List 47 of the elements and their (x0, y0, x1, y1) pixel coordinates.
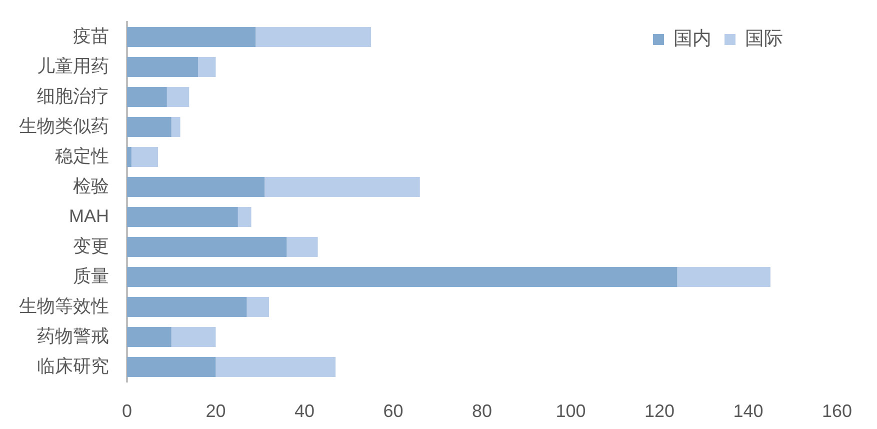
x-tick-label: 20 (206, 400, 226, 421)
y-tick-label: 疫苗 (73, 26, 109, 46)
bar (127, 326, 172, 348)
legend-label: 国内 (674, 28, 712, 50)
y-tick-label: 药物警戒 (37, 326, 109, 346)
bar (127, 26, 256, 48)
y-tick-label: 质量 (73, 266, 109, 286)
x-tick-label: 140 (733, 400, 764, 421)
y-tick-label: 临床研究 (37, 356, 109, 376)
y-tick-label: 细胞治疗 (37, 86, 109, 106)
y-tick-label: 生物等效性 (19, 296, 109, 316)
x-tick-label: 100 (556, 400, 586, 421)
bar (127, 86, 167, 108)
bar (171, 116, 180, 138)
y-tick-label: MAH (69, 206, 109, 226)
x-tick-label: 40 (294, 400, 315, 421)
bar (131, 146, 158, 168)
bar (166, 86, 190, 108)
bar (127, 206, 238, 228)
bar (677, 266, 770, 288)
x-tick-label: 120 (644, 400, 675, 421)
bar (127, 266, 678, 288)
x-tick-label: 0 (122, 400, 132, 421)
y-tick-label: 稳定性 (55, 146, 109, 166)
bar (127, 116, 172, 138)
bar (127, 56, 198, 78)
bar (127, 146, 132, 168)
bar (127, 296, 247, 318)
y-tick-label: 儿童用药 (37, 56, 109, 76)
bar (171, 326, 216, 348)
bar (264, 176, 420, 198)
bar (256, 26, 372, 48)
bar (198, 56, 216, 78)
legend-label: 国际 (745, 28, 783, 50)
y-tick-label: 检验 (73, 176, 109, 196)
x-tick-label: 60 (383, 400, 404, 421)
y-tick-label: 生物类似药 (19, 116, 109, 136)
x-tick-label: 160 (822, 400, 852, 421)
bar (127, 176, 265, 198)
y-tick-label: 变更 (73, 236, 109, 256)
bar (286, 236, 318, 258)
bar (127, 236, 287, 258)
bar (238, 206, 252, 228)
bar (216, 356, 336, 378)
bar (127, 356, 216, 378)
x-tick-label: 80 (472, 400, 492, 421)
bar (246, 296, 269, 318)
